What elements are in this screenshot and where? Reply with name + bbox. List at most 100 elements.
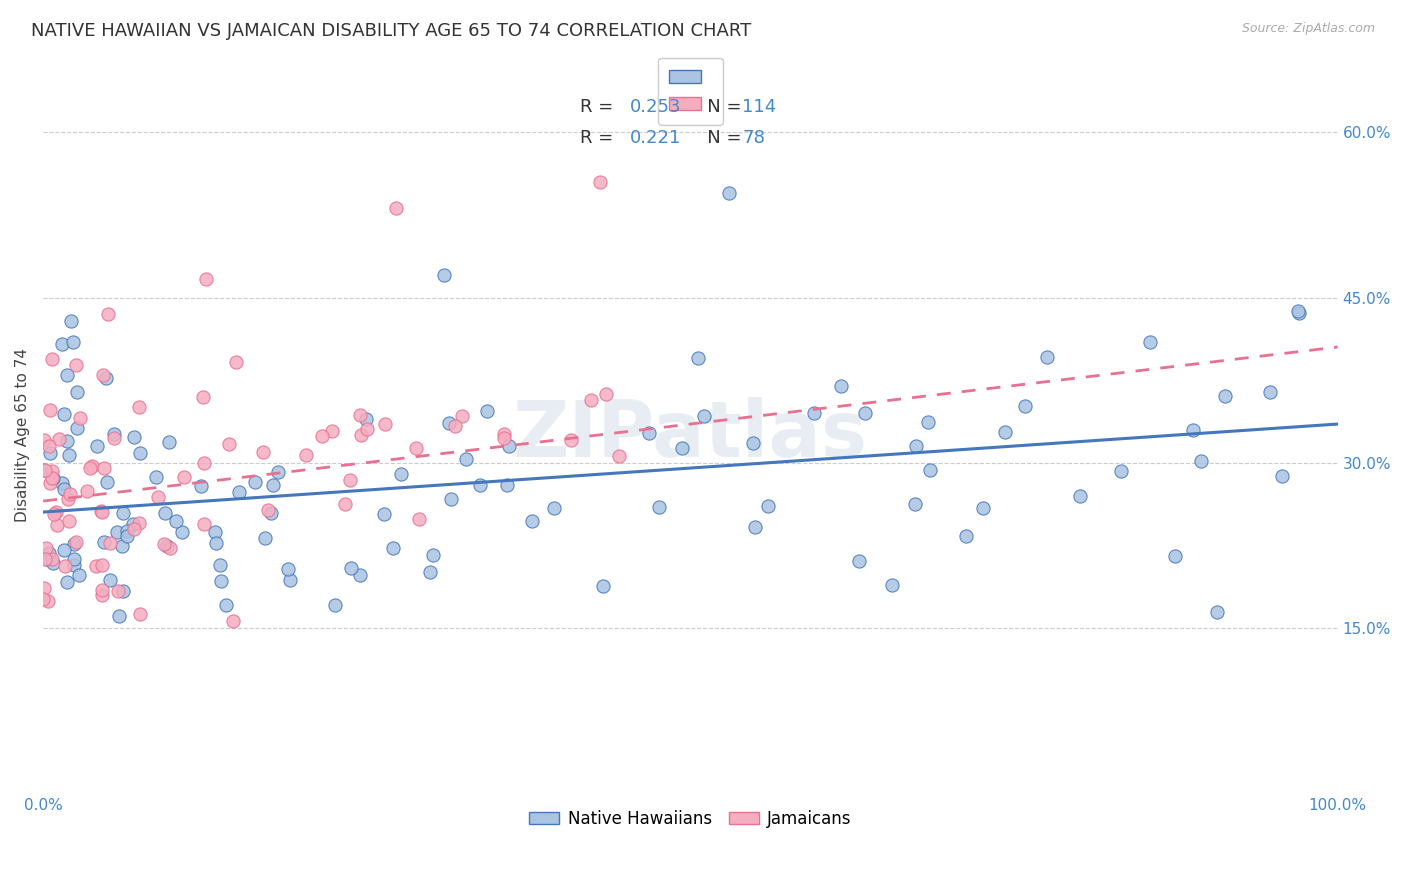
Point [98, 573, 121, 587]
Point [609, 449, 631, 463]
Point [58, 448, 80, 462]
Point [277, 562, 299, 576]
Point [148, 490, 170, 504]
Point [257, 503, 280, 517]
Point [128, 401, 150, 415]
Point [38, 546, 60, 560]
Point [86, 559, 108, 574]
Point [349, 408, 371, 422]
Point [405, 442, 427, 456]
Text: R =: R = [581, 98, 620, 117]
Point [374, 417, 396, 432]
Point [128, 607, 150, 621]
Point [1271, 469, 1294, 483]
Point [955, 529, 977, 543]
Point [53, 407, 76, 421]
Point [333, 497, 356, 511]
Point [905, 439, 928, 453]
Point [38, 446, 60, 460]
Point [32, 581, 55, 595]
Point [107, 584, 129, 599]
Point [56, 368, 79, 383]
Point [382, 541, 405, 556]
Point [159, 541, 181, 556]
Point [1288, 306, 1310, 320]
Point [41, 351, 63, 366]
Point [543, 500, 565, 515]
Point [122, 522, 145, 536]
Point [193, 516, 215, 531]
Point [408, 511, 430, 525]
Point [439, 492, 461, 507]
Point [373, 507, 395, 521]
Point [111, 539, 134, 553]
Point [173, 470, 195, 484]
Point [51, 337, 73, 351]
Point [91, 368, 114, 382]
Point [172, 524, 194, 539]
Point [55, 574, 77, 589]
Point [918, 463, 941, 477]
Point [744, 520, 766, 534]
Text: ZIPatlas: ZIPatlas [513, 397, 868, 473]
Point [692, 409, 714, 423]
Point [190, 479, 212, 493]
Point [468, 477, 491, 491]
Point [280, 573, 302, 587]
Text: Source: ZipAtlas.com: Source: ZipAtlas.com [1241, 22, 1375, 36]
Point [53, 542, 76, 557]
Point [90, 503, 112, 517]
Point [350, 428, 373, 442]
Text: 78: 78 [742, 129, 765, 147]
Point [1181, 423, 1204, 437]
Point [66, 421, 89, 435]
Point [41, 471, 63, 485]
Point [91, 558, 114, 572]
Point [560, 434, 582, 448]
Point [592, 578, 614, 592]
Point [803, 406, 825, 420]
Point [115, 524, 138, 539]
Point [156, 539, 179, 553]
Point [98, 535, 121, 549]
Point [994, 425, 1017, 439]
Point [63, 536, 86, 550]
Point [1036, 350, 1059, 364]
Point [45, 505, 67, 519]
Point [579, 392, 602, 407]
Point [103, 426, 125, 441]
Point [117, 529, 139, 543]
Point [37, 594, 59, 608]
Point [456, 452, 478, 467]
Point [391, 467, 413, 482]
Point [145, 470, 167, 484]
Point [32, 591, 55, 606]
Point [111, 506, 134, 520]
Legend: Native Hawaiians, Jamaicans: Native Hawaiians, Jamaicans [523, 803, 858, 834]
Point [494, 431, 516, 445]
Point [86, 439, 108, 453]
Point [419, 565, 441, 579]
Point [917, 415, 939, 429]
Point [65, 534, 87, 549]
Point [349, 568, 371, 582]
Point [35, 551, 58, 566]
Point [108, 608, 131, 623]
Point [1139, 334, 1161, 349]
Point [165, 514, 187, 528]
Point [97, 307, 120, 321]
Point [1069, 489, 1091, 503]
Point [494, 426, 516, 441]
Point [128, 516, 150, 530]
Y-axis label: Disability Age 65 to 74: Disability Age 65 to 74 [15, 348, 30, 522]
Point [48, 432, 70, 446]
Point [66, 385, 89, 400]
Point [339, 473, 361, 487]
Point [444, 419, 467, 434]
Point [67, 567, 90, 582]
Point [718, 186, 741, 200]
Point [63, 558, 86, 572]
Text: 0.221: 0.221 [630, 129, 681, 147]
Point [356, 421, 378, 435]
Point [433, 268, 456, 283]
